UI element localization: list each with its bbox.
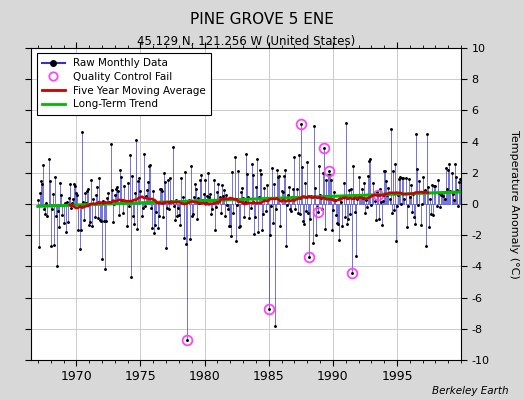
Title: 45.129 N, 121.256 W (United States): 45.129 N, 121.256 W (United States): [137, 35, 355, 48]
Legend: Raw Monthly Data, Quality Control Fail, Five Year Moving Average, Long-Term Tren: Raw Monthly Data, Quality Control Fail, …: [37, 53, 211, 114]
Text: Berkeley Earth: Berkeley Earth: [432, 386, 508, 396]
Text: PINE GROVE 5 ENE: PINE GROVE 5 ENE: [190, 12, 334, 27]
Y-axis label: Temperature Anomaly (°C): Temperature Anomaly (°C): [509, 130, 519, 278]
